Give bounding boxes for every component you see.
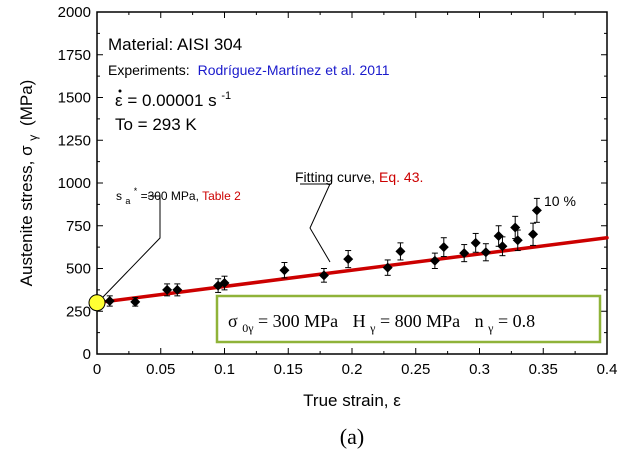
data-point	[343, 254, 354, 265]
sigma-sub: 0γ	[242, 321, 254, 335]
data-point	[130, 296, 141, 307]
data-point	[172, 284, 183, 295]
data-point	[438, 242, 449, 253]
data-point	[219, 278, 230, 289]
fit-reference: Eq. 43.	[379, 169, 423, 185]
y-axis-label-unit: (MPa)	[17, 80, 36, 126]
n-sub: γ	[487, 321, 494, 335]
y-axis-label-main: Austenite stress, σ	[17, 145, 36, 286]
h-symbol: H	[353, 311, 366, 331]
temperature-label: To = 293 K	[115, 115, 197, 134]
x-tick-label: 0.2	[342, 361, 363, 378]
y-tick-labels: 0 250 500 750 1000 1250 1500 1750 2000	[58, 4, 91, 363]
y-tick-label: 500	[66, 261, 91, 278]
experiment-points	[104, 197, 542, 307]
data-point	[512, 235, 523, 246]
data-point	[382, 262, 393, 273]
initial-stress-annotation: s a * =300 MPa, Table 2	[116, 183, 241, 207]
x-tick-label: 0.1	[214, 361, 235, 378]
fit-curve-leader	[300, 183, 331, 263]
n-symbol: n	[475, 311, 484, 331]
strain-rate-dot	[118, 89, 122, 93]
parameter-text: σ 0γ = 300 MPa H γ = 800 MPa n γ = 0.8	[228, 311, 535, 336]
x-tick-labels: 0 0.05 0.1 0.15 0.2 0.25 0.3 0.35 0.4	[93, 361, 618, 378]
x-tick-label: 0.4	[597, 361, 618, 378]
fit-label: Fitting curve,	[295, 169, 379, 185]
data-point	[493, 231, 504, 242]
y-tick-label: 750	[66, 218, 91, 235]
initial-stress-sup: *	[134, 186, 138, 196]
data-point	[104, 295, 115, 306]
initial-stress-symbol: s	[116, 189, 122, 203]
y-axis-label: Austenite stress, σ γ (MPa)	[17, 80, 41, 287]
fit-curve	[95, 235, 609, 305]
initial-stress-marker	[88, 294, 106, 312]
data-point	[429, 255, 440, 266]
fit-annotation: Fitting curve, Eq. 43.	[295, 169, 423, 185]
data-point	[279, 265, 290, 276]
x-tick-label: 0	[93, 361, 101, 378]
strain-rate-exponent: -1	[221, 90, 231, 102]
initial-stress-reference: Table 2	[202, 189, 241, 203]
strain-rate-symbol: ε	[115, 91, 123, 110]
data-point	[162, 284, 173, 295]
data-point	[470, 237, 481, 248]
initial-stress-sub: a	[125, 196, 130, 206]
y-tick-label: 1750	[58, 47, 91, 64]
y-tick-label: 1500	[58, 90, 91, 107]
strain-rate-value: = 0.00001 s	[127, 91, 216, 110]
data-point	[480, 247, 491, 258]
h-value: = 800 MPa	[380, 311, 460, 331]
y-axis-label-sub: γ	[26, 135, 40, 141]
h-sub: γ	[369, 321, 376, 335]
data-point	[528, 229, 539, 240]
experiments-line: Experiments: Rodríguez-Martínez et al. 2…	[108, 62, 390, 78]
x-tick-label: 0.25	[401, 361, 430, 378]
y-tick-label: 1000	[58, 175, 91, 192]
x-tick-label: 0.3	[469, 361, 490, 378]
data-point	[318, 270, 329, 281]
parameter-box	[215, 294, 602, 344]
n-value: = 0.8	[498, 311, 535, 331]
x-tick-label: 0.35	[529, 361, 558, 378]
y-tick-label: 250	[66, 303, 91, 320]
sigma-value: = 300 MPa	[258, 311, 338, 331]
y-tick-label: 2000	[58, 4, 91, 21]
x-axis-label: True strain, ε	[303, 391, 401, 410]
x-tick-label: 0.05	[146, 361, 175, 378]
initial-stress-value: =300 MPa,	[141, 189, 203, 203]
data-point	[395, 246, 406, 257]
data-point	[497, 241, 508, 252]
initial-stress-leader	[102, 195, 161, 298]
y-tick-label: 0	[83, 346, 91, 363]
y-tick-label: 1250	[58, 132, 91, 149]
strain-rate-line: ε = 0.00001 s -1	[115, 90, 231, 110]
data-point	[531, 205, 542, 216]
material-label: Material: AISI 304	[108, 35, 242, 54]
percent-annotation: 10 %	[544, 193, 576, 209]
sigma-symbol: σ	[228, 311, 238, 331]
x-tick-label: 0.15	[274, 361, 303, 378]
axis-ticks	[96, 11, 608, 355]
figure-caption: (a)	[340, 424, 364, 449]
experiments-reference: Rodríguez-Martínez et al. 2011	[198, 62, 390, 78]
experiments-label: Experiments:	[108, 62, 190, 78]
data-point	[459, 248, 470, 259]
